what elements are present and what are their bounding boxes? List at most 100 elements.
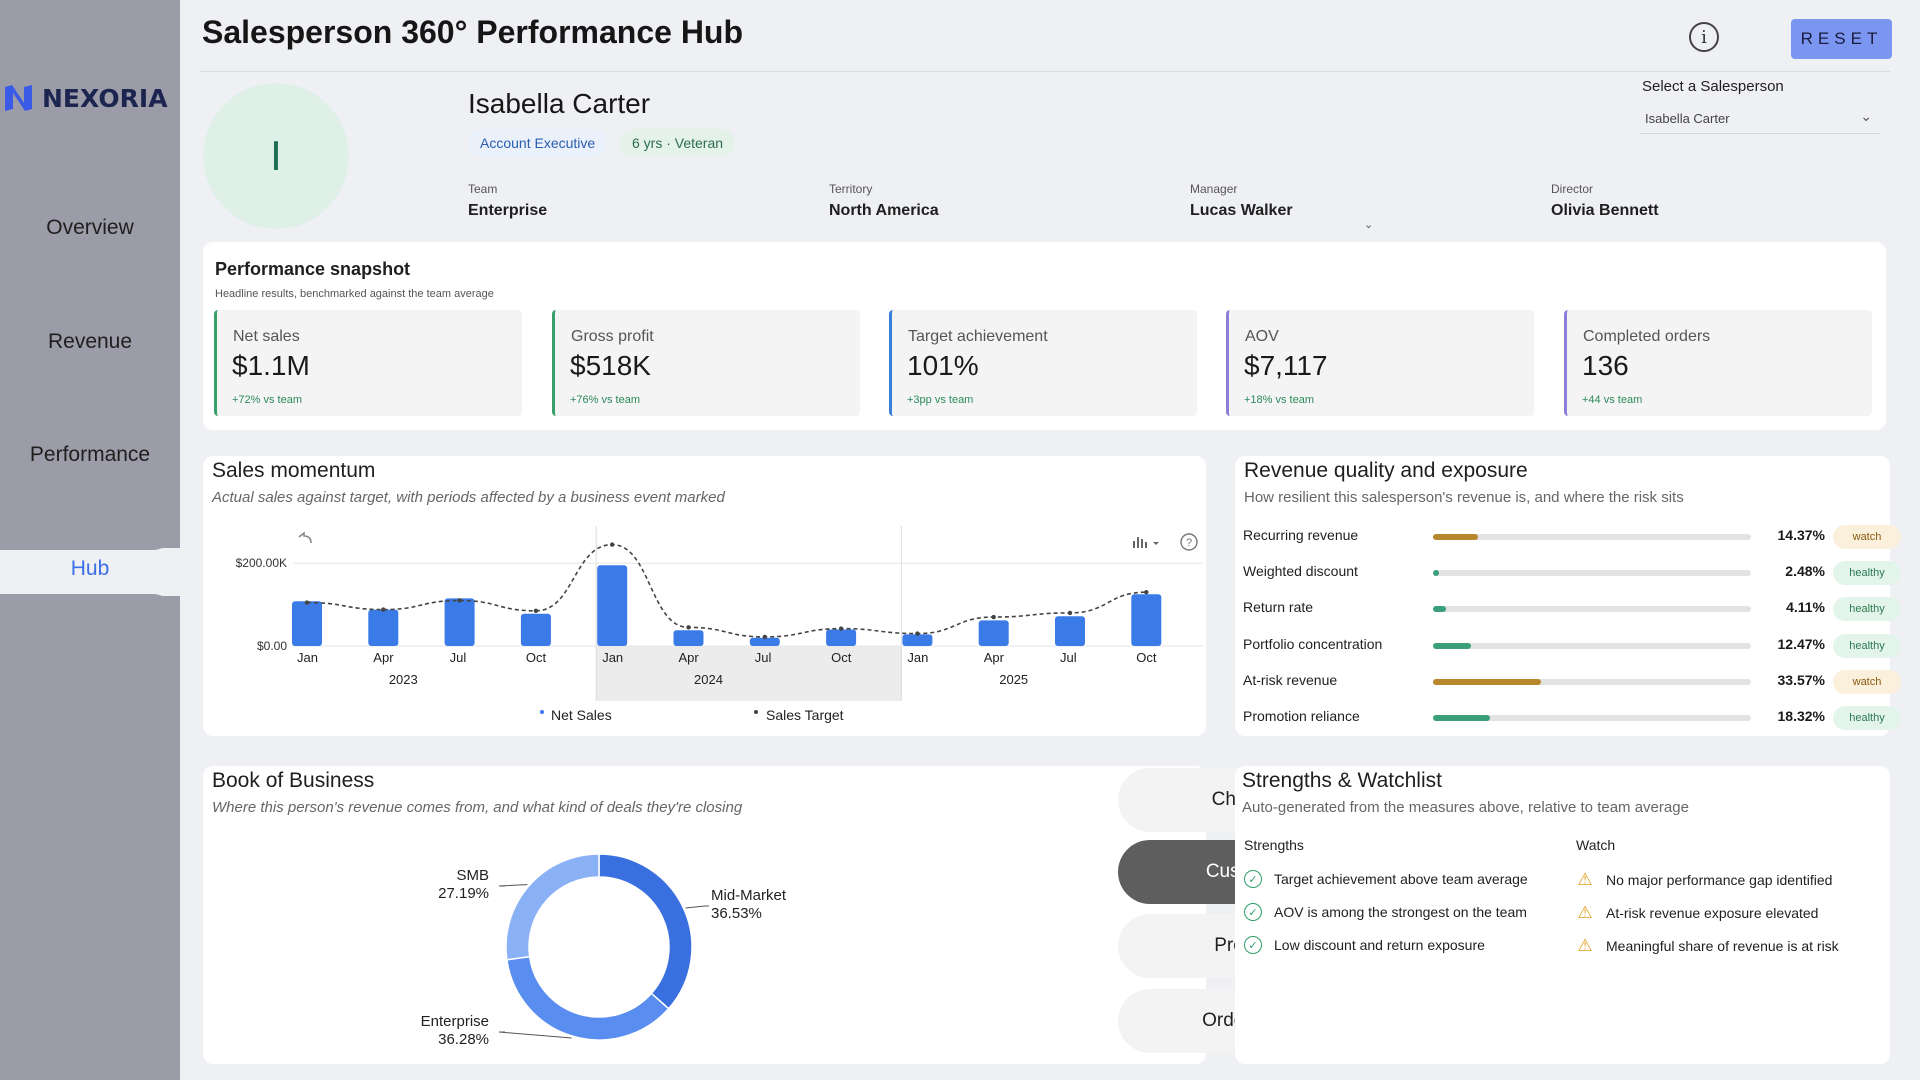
check-circle-icon: ✓ [1244, 903, 1262, 921]
net-sales-bar[interactable] [520, 613, 551, 646]
sales-target-point[interactable] [1067, 610, 1073, 616]
status-badge: healthy [1833, 597, 1901, 622]
x-year-label: 2023 [389, 672, 418, 687]
nav-revenue[interactable]: Revenue [47, 330, 133, 353]
net-sales-bar[interactable] [902, 634, 933, 646]
nav-performance[interactable]: Performance [29, 443, 151, 466]
sales-target-point[interactable] [1144, 590, 1149, 595]
x-year-label: 2025 [999, 672, 1028, 687]
x-tick-label: Jul [1060, 650, 1077, 665]
donut-leader-line [685, 905, 709, 909]
status-badge: healthy [1833, 633, 1901, 658]
revenue-quality-subtitle: How resilient this salesperson's revenue… [1244, 489, 1684, 506]
y-tick-label: $0.00 [257, 639, 287, 653]
quality-bar-fill [1433, 678, 1542, 685]
net-sales-bar[interactable] [978, 620, 1009, 646]
donut-value-label: 36.28% [438, 1031, 489, 1048]
chart-type-icon[interactable] [1133, 537, 1159, 548]
sales-target-point[interactable] [457, 598, 462, 603]
net-sales-bar[interactable] [749, 637, 780, 646]
net-sales-bar[interactable] [826, 629, 857, 646]
x-tick-label: Apr [679, 650, 700, 665]
net-sales-bar[interactable] [1131, 594, 1162, 646]
kpi-completed-orders: Completed orders 136 +44 vs team [1564, 310, 1872, 416]
kpi-label: Gross profit [571, 328, 654, 345]
quality-bar [1433, 642, 1751, 649]
quality-label: Recurring revenue [1243, 527, 1359, 543]
sales-target-point[interactable] [838, 626, 844, 631]
quality-bar-fill [1433, 715, 1491, 721]
watch-item: ⚠ At-risk revenue exposure elevated [1577, 903, 1819, 922]
donut-slice-enterprise[interactable] [506, 955, 670, 1041]
info-icon[interactable]: i [1689, 22, 1719, 52]
donut-category-label: Enterprise [421, 1013, 489, 1030]
quality-value: 18.32% [1777, 708, 1825, 724]
donut-leader-line [498, 884, 528, 887]
watch-heading: Watch [1576, 837, 1616, 853]
kpi-label: Target achievement [908, 328, 1048, 345]
avatar: I [203, 83, 349, 229]
watch-item: ⚠ Meaningful share of revenue is at risk [1577, 936, 1839, 955]
donut-category-label: Mid-Market [711, 887, 787, 904]
check-circle-icon: ✓ [1244, 870, 1262, 888]
x-tick-label: Oct [1136, 650, 1157, 665]
kpi-value: 136 [1582, 350, 1629, 381]
sales-target-point[interactable] [915, 631, 920, 636]
nav-hub[interactable]: Hub [70, 557, 110, 580]
net-sales-bar[interactable] [292, 601, 322, 646]
x-tick-label: Jan [297, 650, 318, 665]
sales-target-point[interactable] [381, 607, 386, 612]
manager-label: Manager [1190, 182, 1238, 196]
net-sales-bar[interactable] [597, 565, 628, 646]
net-sales-bar[interactable] [673, 630, 704, 646]
quality-bar-fill [1433, 534, 1478, 540]
quality-row: Promotion reliance 18.32% healthy [1243, 703, 1901, 733]
kpi-gross-profit: Gross profit $518K +76% vs team [552, 310, 860, 416]
strengths-title: Strengths & Watchlist [1242, 769, 1442, 792]
donut-value-label: 27.19% [438, 885, 489, 902]
kpi-label: Completed orders [1583, 328, 1711, 345]
strength-item: ✓ Low discount and return exposure [1244, 936, 1485, 954]
chevron-down-icon[interactable]: ⌄ [1364, 219, 1374, 231]
kpi-value: 101% [907, 350, 979, 381]
check-circle-icon: ✓ [1244, 936, 1262, 954]
meta-territory: Territory North America [829, 182, 939, 220]
net-sales-bar[interactable] [444, 598, 475, 646]
revenue-quality-card: Revenue quality and exposure How resilie… [1235, 456, 1901, 736]
watch-item: ⚠ No major performance gap identified [1577, 870, 1833, 889]
book-of-business-card: Book of Business Where this person's rev… [203, 766, 1376, 1064]
help-icon[interactable]: ? [1180, 533, 1198, 551]
legend-net-sales: Net Sales [551, 707, 612, 723]
header-divider [200, 71, 1890, 72]
quality-label: Weighted discount [1243, 563, 1358, 580]
kpi-aov: AOV $7,117 +18% vs team [1226, 310, 1534, 416]
net-sales-bar[interactable] [1055, 616, 1085, 646]
net-sales-bar[interactable] [368, 609, 399, 646]
donut-leader-line [498, 1031, 572, 1039]
logo-text: NEXORIA [42, 83, 168, 113]
undo-icon[interactable] [298, 531, 312, 544]
kpi-delta: +76% vs team [570, 394, 641, 406]
sales-target-point[interactable] [991, 614, 996, 620]
territory-value: North America [829, 202, 939, 219]
warning-icon: ⚠ [1577, 870, 1593, 889]
sales-target-point[interactable] [762, 634, 767, 640]
nav-overview[interactable]: Overview [46, 216, 134, 239]
sales-target-point[interactable] [533, 608, 539, 614]
quality-value: 12.47% [1777, 635, 1825, 652]
svg-text:?: ? [1186, 537, 1192, 549]
sales-target-line [306, 543, 1147, 638]
sidebar-lower [0, 594, 180, 1080]
book-title: Book of Business [212, 769, 375, 792]
sales-target-point[interactable] [610, 542, 615, 547]
status-badge: healthy [1833, 706, 1901, 730]
sales-target-point[interactable] [304, 600, 310, 605]
quality-row: At-risk revenue 33.57% watch [1243, 667, 1901, 697]
sales-target-point[interactable] [686, 625, 691, 630]
donut-slice-smb[interactable] [505, 853, 600, 961]
logo-mark-icon [5, 85, 32, 111]
kpi-value: $7,117 [1244, 350, 1328, 381]
salesperson-select[interactable]: Isabella Carter ⌄ [1640, 104, 1880, 134]
reset-button[interactable]: RESET [1791, 19, 1892, 59]
donut-slice-mid-market[interactable] [598, 853, 693, 1010]
